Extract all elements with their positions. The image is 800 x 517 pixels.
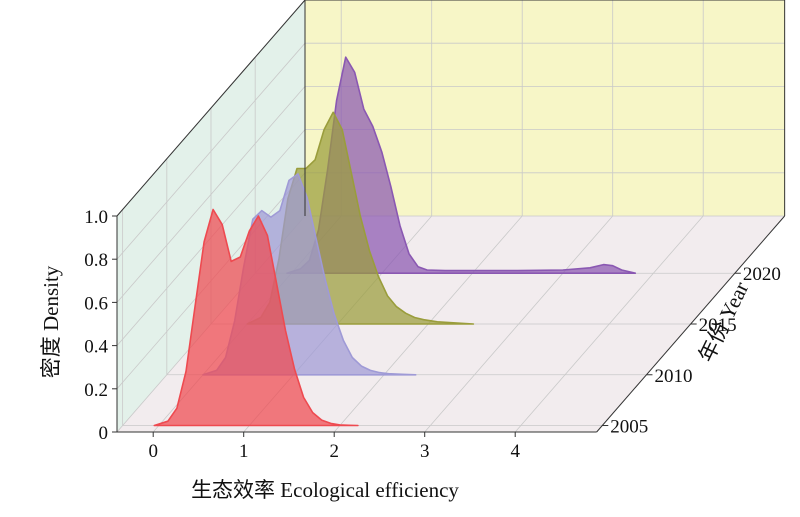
x-axis-title: 生态效率 Ecological efficiency: [191, 478, 459, 502]
x-tick-label: 2: [329, 441, 339, 462]
year-tick-label: 2020: [743, 264, 781, 285]
y-tick-label: 0.8: [84, 250, 108, 271]
x-tick-label: 3: [420, 441, 430, 462]
y-tick-label: 0.4: [84, 337, 108, 358]
y-tick-label: 1.0: [84, 207, 108, 228]
y-axis-title: 密度 Density: [39, 265, 63, 378]
density-curve-2005: [153, 208, 359, 427]
chart-axes: [112, 0, 786, 437]
x-tick-label: 4: [510, 441, 520, 462]
x-tick-label: 0: [148, 441, 158, 462]
back-wall: [305, 0, 785, 216]
side-wall-top-edge: [116, 0, 306, 217]
year-tick-label: 2005: [610, 417, 648, 438]
y-tick-label: 0.2: [84, 380, 108, 401]
tick-labels: 0 1 2 3 4 0 0.2 0.4 0.6 0.8 1.0 2005 2010 2015 2020: [84, 207, 781, 462]
year-tick-label: 2015: [699, 315, 737, 336]
y-tick-label: 0: [99, 423, 109, 444]
density-curves: [153, 56, 637, 427]
y-tick-label: 0.6: [84, 293, 108, 314]
x-tick-label: 1: [239, 441, 249, 462]
year-tick-label: 2010: [654, 366, 692, 387]
